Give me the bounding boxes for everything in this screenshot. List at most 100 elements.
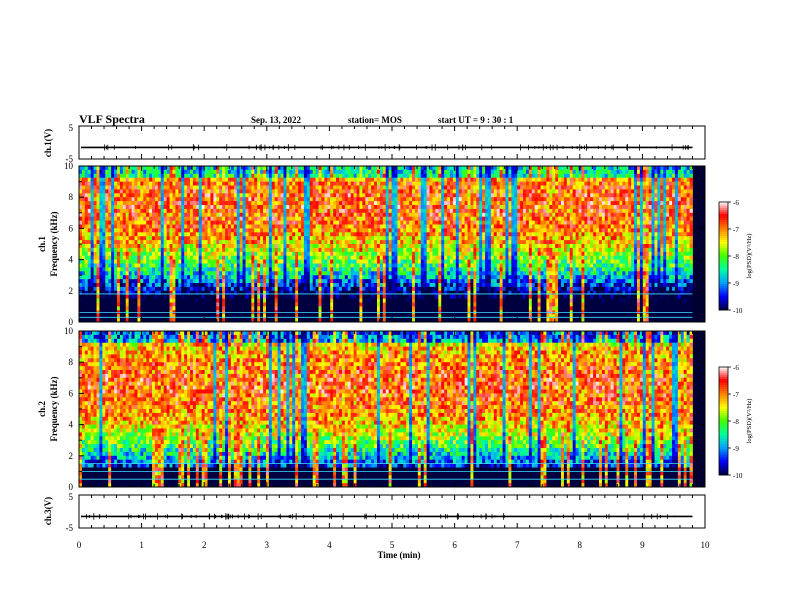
spectrogram-cell bbox=[400, 298, 404, 303]
spectrogram-cell bbox=[403, 173, 407, 179]
spectrogram-cell bbox=[172, 197, 176, 202]
spectrogram-cell bbox=[321, 201, 325, 206]
spectrogram-cell bbox=[330, 279, 334, 284]
spectrogram-cell bbox=[379, 169, 384, 175]
spectrogram-cell bbox=[432, 166, 436, 171]
spectrogram-cell bbox=[379, 212, 384, 218]
spectrogram-cell bbox=[368, 267, 372, 272]
spectrogram-cell bbox=[160, 271, 165, 276]
spectrogram-cell bbox=[93, 232, 97, 237]
spectrogram-cell bbox=[388, 240, 392, 245]
spectrogram-cell bbox=[111, 166, 115, 171]
spectrogram-cell bbox=[195, 169, 200, 175]
spectrogram-cell bbox=[216, 267, 220, 272]
spectrogram-cell bbox=[306, 197, 311, 202]
spectrogram-cell bbox=[242, 283, 246, 288]
spectrogram-cell bbox=[181, 224, 185, 229]
spectrogram-cell bbox=[327, 294, 331, 299]
spectrogram-cell bbox=[306, 290, 311, 296]
spectrogram-cell bbox=[230, 247, 235, 253]
spectrogram-cell bbox=[359, 232, 363, 237]
spectrogram-cell bbox=[409, 306, 413, 311]
spectrogram-cell bbox=[213, 166, 217, 171]
spectrogram-cell bbox=[172, 255, 176, 260]
spectrogram-cell bbox=[432, 318, 436, 323]
spectrogram-cell bbox=[286, 177, 290, 182]
spectrogram-cell bbox=[245, 255, 249, 260]
spectrogram-cell bbox=[227, 286, 232, 292]
spectrogram-cell bbox=[254, 318, 258, 323]
spectrogram-cell bbox=[379, 185, 384, 190]
spectrogram-cell bbox=[190, 236, 194, 241]
spectrogram-cell bbox=[213, 177, 217, 182]
spectrogram-cell bbox=[365, 255, 369, 260]
spectrogram-cell bbox=[216, 197, 220, 202]
spectrogram-cell bbox=[327, 173, 331, 179]
spectrogram-cell bbox=[81, 298, 86, 303]
spectrogram-cell bbox=[157, 302, 162, 307]
spectrogram-cell bbox=[163, 185, 168, 190]
spectrogram-cell bbox=[324, 220, 328, 225]
spectrogram-cell bbox=[414, 189, 419, 194]
spectrogram-cell bbox=[84, 314, 89, 319]
spectrogram-cell bbox=[154, 298, 159, 303]
spectrogram-cell bbox=[344, 298, 349, 303]
spectrogram-cell bbox=[417, 205, 422, 210]
spectrogram-cell bbox=[102, 201, 106, 206]
spectrogram-cell bbox=[213, 224, 217, 229]
spectrogram-cell bbox=[417, 236, 422, 241]
spectrogram-cell bbox=[268, 244, 273, 249]
spectrogram-cell bbox=[391, 279, 395, 284]
spectrogram-cell bbox=[198, 290, 203, 296]
spectrogram-cell bbox=[336, 279, 340, 284]
spectrogram-cell bbox=[362, 201, 366, 206]
spectrogram-cell bbox=[388, 216, 392, 221]
spectrogram-cell bbox=[125, 244, 130, 249]
spectrogram-cell bbox=[233, 208, 238, 214]
spectrogram-cell bbox=[341, 205, 346, 210]
spectrogram-cell bbox=[347, 247, 352, 253]
spectrogram-cell bbox=[116, 166, 121, 171]
spectrogram-cell bbox=[204, 228, 208, 233]
spectrogram-cell bbox=[201, 314, 206, 319]
spectrogram-cell bbox=[190, 228, 194, 233]
spectrogram-cell bbox=[87, 314, 92, 319]
spectrogram-cell bbox=[344, 286, 349, 292]
spectrogram-cell bbox=[432, 283, 436, 288]
spectrogram-cell bbox=[312, 236, 317, 241]
spectrogram-cell bbox=[350, 314, 354, 319]
spectrogram-cell bbox=[368, 294, 372, 299]
spectrogram-cell bbox=[385, 314, 390, 319]
spectrogram-cell bbox=[333, 251, 337, 257]
spectrogram-cell bbox=[280, 236, 284, 241]
spectrogram-cell bbox=[379, 255, 384, 260]
spectrogram-cell bbox=[409, 232, 413, 237]
spectrogram-cell bbox=[157, 201, 162, 206]
spectrogram-cell bbox=[283, 201, 287, 206]
spectrogram-cell bbox=[230, 259, 235, 264]
spectrogram-cell bbox=[356, 279, 360, 284]
spectrogram-cell bbox=[321, 197, 325, 202]
spectrogram-cell bbox=[102, 314, 106, 319]
spectrogram-cell bbox=[160, 294, 165, 299]
spectrogram-cell bbox=[330, 318, 334, 323]
spectrogram-cell bbox=[99, 208, 103, 214]
spectrogram-cell bbox=[312, 267, 317, 272]
spectrogram-cell bbox=[131, 181, 135, 186]
spectrogram-cell bbox=[119, 205, 124, 210]
ch1-voltage-panel: 5 -5 ch.1(V) bbox=[43, 123, 706, 164]
spectrogram-cell bbox=[248, 208, 252, 214]
spectrogram-cell bbox=[303, 193, 308, 198]
spectrogram-cell bbox=[371, 271, 375, 276]
spectrogram-cell bbox=[210, 208, 214, 214]
spectrogram-cell bbox=[400, 314, 404, 319]
spectrogram-cell bbox=[289, 185, 293, 190]
spectrogram-cell bbox=[84, 193, 89, 198]
spectrogram-cell bbox=[382, 306, 387, 311]
spectrogram-cell bbox=[102, 236, 106, 241]
spectrogram-cell bbox=[400, 240, 404, 245]
spectrogram-cell bbox=[257, 208, 261, 214]
spectrogram-cell bbox=[417, 279, 422, 284]
spectrogram-cell bbox=[96, 275, 100, 280]
spectrogram-cell bbox=[347, 189, 352, 194]
